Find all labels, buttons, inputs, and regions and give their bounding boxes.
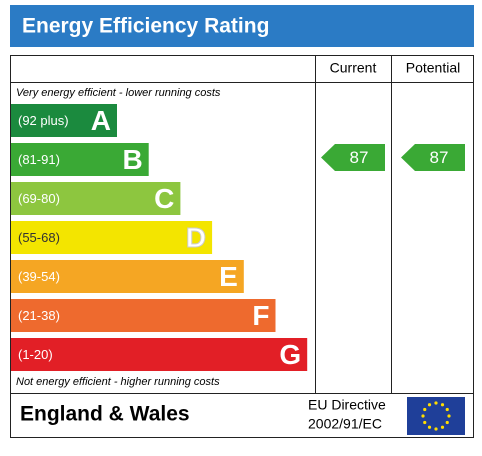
footer-frame [10, 393, 474, 438]
band-bar [11, 338, 308, 371]
eu-star [445, 407, 449, 412]
band-letter: B [122, 144, 142, 175]
eu-star [447, 414, 451, 418]
band-range: (39-54) [18, 269, 60, 284]
band-letter: F [252, 300, 269, 331]
band-range: (55-68) [18, 230, 60, 245]
band-letter: D [186, 222, 206, 253]
band-range: (1-20) [18, 347, 53, 362]
directive-line: EU Directive [308, 397, 386, 413]
top-note: Very energy efficient - lower running co… [16, 87, 221, 99]
potential-header: Potential [406, 60, 460, 76]
potential-arrow [401, 144, 465, 171]
eu-star [440, 425, 445, 429]
current-header: Current [330, 60, 377, 76]
band-letter: E [219, 261, 238, 292]
band-letter: A [91, 105, 111, 136]
eu-star [427, 425, 432, 429]
eu-star [421, 414, 425, 418]
band-bar [11, 104, 117, 137]
eu-star [423, 420, 427, 425]
band-bar [11, 143, 149, 176]
band-letter: G [279, 339, 301, 370]
band-range: (81-91) [18, 152, 60, 167]
band-range: (69-80) [18, 191, 60, 206]
band-letter: C [154, 183, 174, 214]
eu-star [440, 403, 445, 407]
eu-star [434, 401, 438, 405]
band-bar [11, 260, 244, 293]
band-range: (92 plus) [18, 113, 69, 128]
region: England & Wales [20, 403, 190, 426]
band-bar [11, 299, 276, 332]
band-bar [11, 221, 213, 254]
potential-value: 87 [430, 148, 449, 167]
band-bar [11, 182, 181, 215]
current-arrow [321, 144, 385, 171]
title: Energy Efficiency Rating [22, 15, 269, 38]
bottom-note: Not energy efficient - higher running co… [16, 376, 220, 388]
title-bar [10, 5, 474, 47]
eu-star [445, 420, 449, 425]
current-value: 87 [350, 148, 369, 167]
eu-stars [421, 401, 451, 431]
eu-star [434, 427, 438, 431]
eu-star [423, 407, 427, 412]
directive-line: 2002/91/EC [308, 416, 382, 432]
eu-star [427, 403, 432, 407]
band-range: (21-38) [18, 308, 60, 323]
